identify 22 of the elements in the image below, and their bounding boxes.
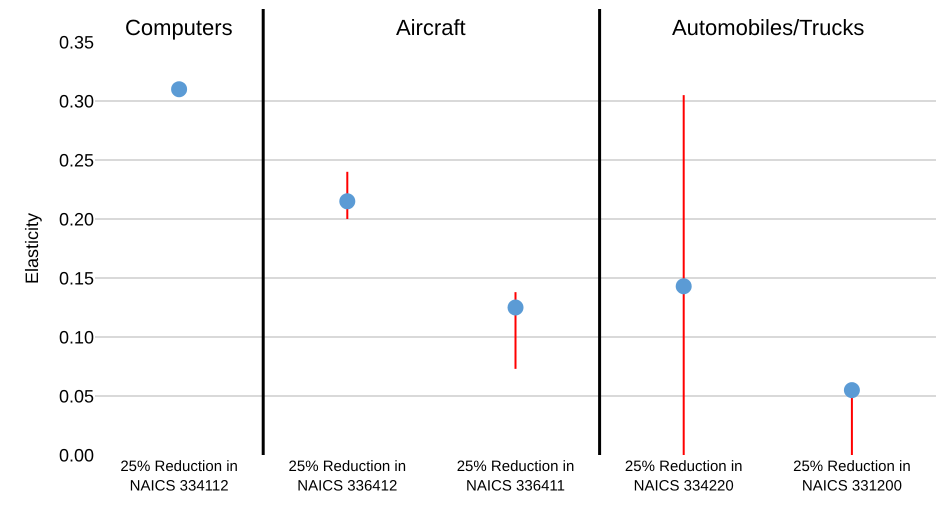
y-tick-label: 0.10	[58, 327, 94, 348]
x-tick-label: 25% Reduction in NAICS 334112	[120, 458, 238, 494]
y-tick-label: 0.35	[58, 32, 94, 52]
y-tick-label: 0.30	[58, 91, 94, 112]
x-tick-label: 25% Reduction in NAICS 331200	[793, 458, 911, 494]
x-tick-label: 25% Reduction in NAICS 336411	[456, 458, 574, 494]
y-tick-label: 0.25	[58, 150, 94, 170]
text: Aircraft	[396, 15, 466, 40]
point	[339, 193, 356, 210]
point	[844, 382, 860, 398]
x-tick-label: 25% Reduction in NAICS 334220	[624, 458, 742, 494]
y-tick-label: 0.20	[58, 209, 94, 230]
y-axis-title: Elasticity	[22, 212, 42, 284]
y-tick-label: 0.05	[58, 386, 94, 406]
y-tick-label: 0.15	[58, 268, 94, 288]
y-tick-label: 0.00	[58, 445, 94, 466]
x-tick-label: 25% Reduction in NAICS 336412	[288, 458, 406, 494]
text: Automobiles/Trucks	[672, 15, 864, 40]
point	[508, 300, 524, 316]
point	[676, 278, 692, 294]
point	[171, 81, 188, 98]
text: Computers	[125, 15, 233, 40]
